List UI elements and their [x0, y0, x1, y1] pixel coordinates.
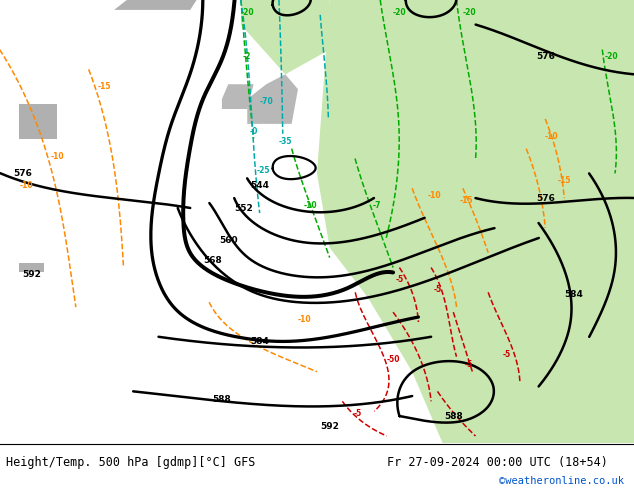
Text: 588: 588 [212, 395, 231, 404]
Text: -70: -70 [259, 97, 273, 106]
Text: 576: 576 [13, 169, 32, 178]
Text: -50: -50 [386, 355, 400, 364]
Text: -0: -0 [249, 127, 258, 136]
Polygon shape [114, 0, 197, 10]
Text: -25: -25 [256, 167, 270, 175]
Text: 528: 528 [283, 0, 302, 2]
Polygon shape [222, 84, 254, 109]
Text: -10: -10 [427, 191, 441, 200]
Text: -35: -35 [278, 137, 292, 146]
Text: 592: 592 [22, 270, 41, 279]
Text: -10: -10 [50, 151, 64, 161]
Text: 544: 544 [250, 181, 269, 190]
Text: -5: -5 [503, 350, 512, 359]
Text: -15: -15 [98, 82, 112, 91]
Text: -20: -20 [462, 8, 476, 17]
Polygon shape [349, 0, 634, 124]
Text: 560: 560 [219, 236, 238, 245]
Text: -5: -5 [465, 360, 474, 368]
Text: 592: 592 [320, 421, 339, 431]
Text: -20: -20 [605, 52, 619, 61]
Text: 552: 552 [235, 203, 254, 213]
Text: 528: 528 [422, 0, 441, 2]
Polygon shape [247, 74, 298, 124]
Text: Height/Temp. 500 hPa [gdmp][°C] GFS: Height/Temp. 500 hPa [gdmp][°C] GFS [6, 457, 256, 469]
Polygon shape [19, 104, 57, 139]
Text: -20: -20 [392, 8, 406, 17]
Text: -7: -7 [373, 201, 382, 210]
Text: 576: 576 [536, 194, 555, 203]
Text: 568: 568 [203, 256, 222, 265]
Text: -15: -15 [459, 196, 473, 205]
Text: -10: -10 [297, 315, 311, 324]
Polygon shape [19, 263, 44, 272]
Text: -10: -10 [20, 181, 34, 190]
Text: 584: 584 [564, 290, 583, 299]
Text: 588: 588 [444, 412, 463, 420]
Text: 584: 584 [250, 337, 269, 346]
Text: Fr 27-09-2024 00:00 UTC (18+54): Fr 27-09-2024 00:00 UTC (18+54) [387, 457, 607, 469]
Text: -10: -10 [304, 201, 318, 210]
Polygon shape [0, 443, 634, 490]
Polygon shape [241, 0, 330, 74]
Text: -5: -5 [433, 285, 442, 294]
Text: -10: -10 [545, 132, 559, 141]
Text: 576: 576 [536, 52, 555, 61]
Text: -15: -15 [557, 176, 571, 185]
Text: -20: -20 [240, 8, 254, 17]
Text: -5: -5 [354, 409, 363, 418]
Text: ©weatheronline.co.uk: ©weatheronline.co.uk [500, 476, 624, 486]
Text: -2: -2 [243, 52, 252, 61]
Text: -5: -5 [395, 275, 404, 284]
Polygon shape [317, 0, 634, 446]
